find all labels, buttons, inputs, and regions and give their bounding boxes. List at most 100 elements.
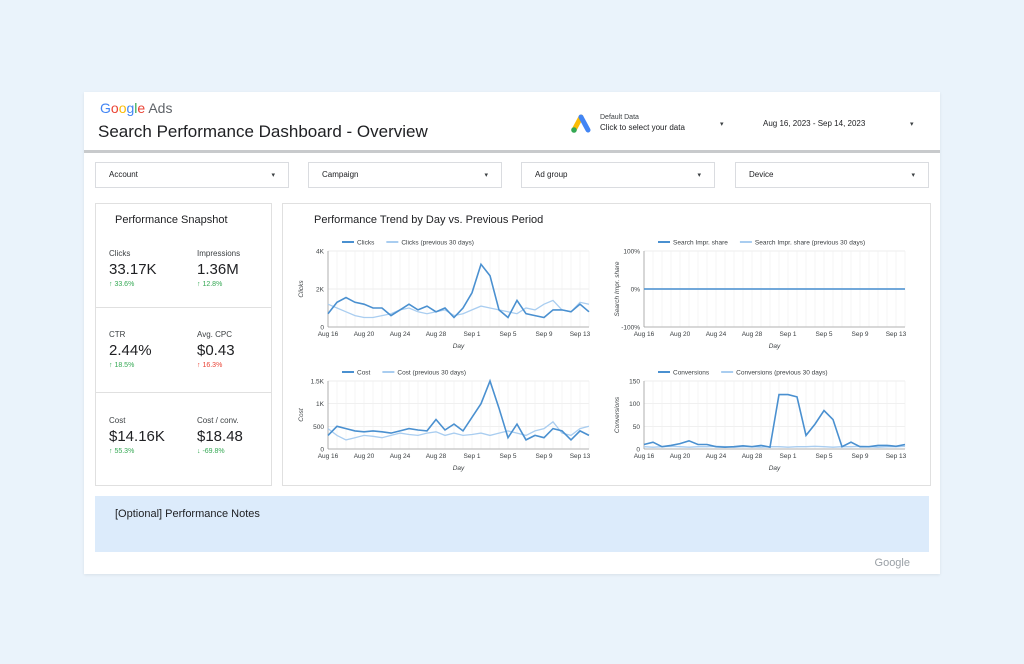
x-tick-label: Sep 5 [500,331,517,338]
x-tick-label: Sep 9 [536,453,553,460]
x-tick-label: Sep 13 [570,331,591,338]
filter-device[interactable]: Device ▾ [735,162,929,188]
series-line [327,262,590,319]
legend-label: Clicks [357,240,375,247]
y-axis-label: Search Impr. share [614,261,621,316]
y-tick-label: -100% [621,325,640,332]
x-tick-label: Sep 5 [816,453,833,460]
x-tick-label: Aug 28 [742,453,763,460]
y-axis-label: Conversions [614,396,621,433]
performance-trend-panel: Performance Trend by Day vs. Previous Pe… [282,203,931,486]
x-tick-label: Sep 1 [780,453,797,460]
divider [96,307,271,308]
y-tick-label: 2K [316,287,325,294]
google-ads-logo: Google Ads [100,100,173,116]
google-footer-logo: Google [874,557,910,569]
x-tick-label: Sep 1 [464,453,481,460]
dashboard-card: Google Ads Search Performance Dashboard … [84,92,940,574]
snapshot-title: Performance Snapshot [115,214,228,226]
chevron-down-icon: ▾ [910,121,914,128]
y-tick-label: 100% [623,249,640,256]
chevron-down-icon: ▾ [484,172,488,179]
y-axis-label: Clicks [298,280,305,298]
legend-label: Conversions (previous 30 days) [736,370,827,377]
y-tick-label: 0% [631,287,641,294]
x-tick-label: Sep 9 [852,453,869,460]
x-axis-label: Day [769,343,781,350]
y-tick-label: 0 [320,447,324,454]
performance-snapshot: Performance Snapshot Clicks 33.17K ↑ 33.… [95,203,272,486]
chevron-down-icon: ▾ [271,172,275,179]
x-tick-label: Aug 28 [742,331,763,338]
x-axis-label: Day [769,465,781,472]
x-tick-label: Aug 28 [426,331,447,338]
metric-avg-cpc: Avg. CPC $0.43 ↑ 16.3% [197,330,235,369]
clicks-chart: Clicks Clicks (previous 30 days) 0 2K 4K Aug … [298,240,591,351]
chevron-down-icon: ▾ [697,172,701,179]
legend-label: Search Impr. share [673,240,728,247]
y-tick-label: 1.5K [311,379,325,386]
y-tick-label: 4K [316,249,325,256]
y-axis-label: Cost [298,407,305,422]
performance-notes[interactable]: [Optional] Performance Notes [95,496,929,552]
y-tick-label: 0 [636,447,640,454]
x-tick-label: Aug 20 [354,331,375,338]
legend-label: Search Impr. share (previous 30 days) [755,240,865,247]
x-axis-label: Day [453,465,465,472]
series-line [327,420,590,441]
y-tick-label: 0 [320,325,324,332]
metric-ctr: CTR 2.44% ↑ 18.5% [109,330,152,369]
x-tick-label: Sep 9 [852,331,869,338]
x-tick-label: Sep 5 [500,453,517,460]
x-tick-label: Aug 24 [390,453,411,460]
series-line [327,378,590,442]
y-tick-label: 50 [633,424,641,431]
x-tick-label: Aug 16 [634,453,655,460]
trend-title: Performance Trend by Day vs. Previous Pe… [314,214,544,226]
y-tick-label: 1K [316,401,325,408]
divider [96,392,271,393]
x-tick-label: Aug 16 [318,331,339,338]
legend-label: Cost (previous 30 days) [397,370,466,377]
conversions-chart: Conversions Conversions (previous 30 days… [614,370,907,473]
x-tick-label: Aug 24 [390,331,411,338]
metric-impressions: Impressions 1.36M ↑ 12.8% [197,249,241,288]
legend-label: Clicks (previous 30 days) [401,240,474,247]
filter-account[interactable]: Account ▾ [95,162,289,188]
filter-ad-group[interactable]: Ad group ▾ [521,162,715,188]
metric-cost-per-conv: Cost / conv. $18.48 ↓ -69.8% [197,416,243,455]
metric-clicks: Clicks 33.17K ↑ 33.6% [109,249,157,288]
filter-campaign[interactable]: Campaign ▾ [308,162,502,188]
cost-chart: Cost Cost (previous 30 days) 0 500 1K 1.5K Aug… [298,370,591,473]
y-tick-label: 150 [629,379,640,386]
legend-label: Conversions [673,370,710,377]
data-source-selector[interactable]: Default Data Click to select your data ▾ [570,112,730,136]
x-tick-label: Sep 9 [536,331,553,338]
search-impr-share-chart: Search Impr. share Search Impr. share (pr… [614,240,907,351]
x-tick-label: Sep 5 [816,331,833,338]
legend-label: Cost [357,370,371,377]
x-tick-label: Aug 24 [706,331,727,338]
x-tick-label: Sep 13 [570,453,591,460]
google-ads-icon [571,114,591,133]
dashboard-header: Google Ads Search Performance Dashboard … [84,92,940,153]
x-axis-label: Day [453,343,465,350]
x-tick-label: Aug 16 [318,453,339,460]
x-tick-label: Sep 13 [886,453,907,460]
x-tick-label: Sep 1 [780,331,797,338]
x-tick-label: Aug 16 [634,331,655,338]
y-tick-label: 500 [313,424,324,431]
x-tick-label: Aug 20 [670,453,691,460]
x-tick-label: Aug 24 [706,453,727,460]
y-tick-label: 100 [629,401,640,408]
series-line [327,299,590,319]
x-tick-label: Aug 20 [670,331,691,338]
date-range-picker[interactable]: Aug 16, 2023 - Sep 14, 2023 ▾ [763,119,914,128]
page-title: Search Performance Dashboard - Overview [98,122,428,141]
metric-cost: Cost $14.16K ↑ 55.3% [109,416,165,455]
chevron-down-icon: ▾ [911,172,915,179]
x-tick-label: Sep 1 [464,331,481,338]
chevron-down-icon: ▾ [720,121,724,128]
x-tick-label: Sep 13 [886,331,907,338]
x-tick-label: Aug 28 [426,453,447,460]
